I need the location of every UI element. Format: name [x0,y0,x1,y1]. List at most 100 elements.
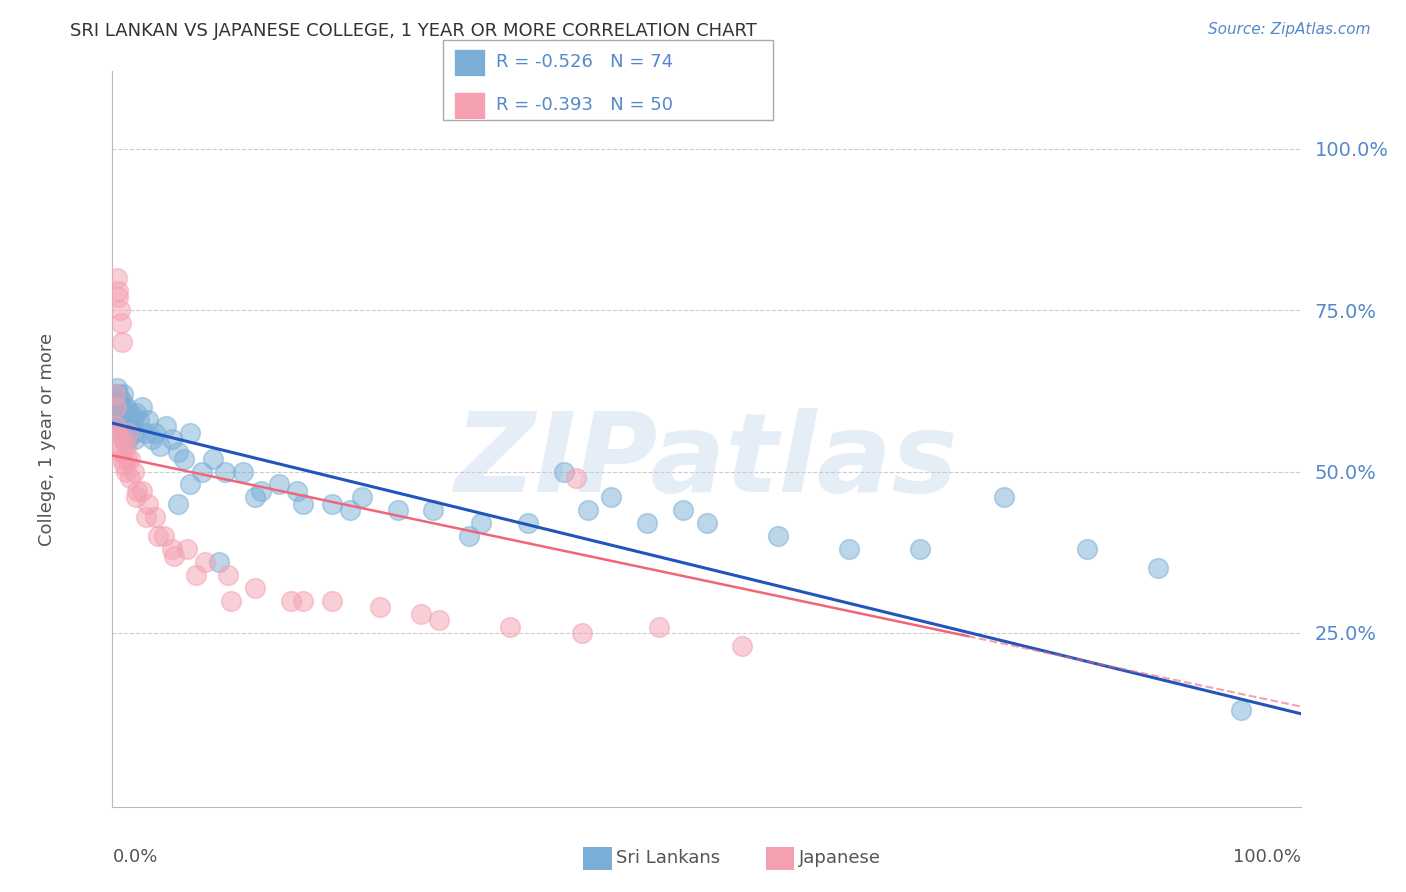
Point [565,471,588,485]
Point [120,471,142,485]
Point [114,465,136,479]
Point [636,516,658,531]
Point [217,567,239,582]
Point [179,477,201,491]
Point [143,425,166,440]
Point [131,483,153,498]
Point [993,491,1015,505]
Point [105,381,128,395]
Point [250,483,273,498]
Point [280,593,302,607]
Point [411,607,433,621]
Point [125,407,148,421]
Point [321,593,343,607]
Point [111,335,134,350]
Point [105,419,128,434]
Point [731,639,754,653]
Point [517,516,540,531]
Point [152,529,174,543]
Point [104,387,127,401]
Point [910,542,932,557]
Point [122,425,145,440]
Point [112,387,135,401]
Point [107,400,129,414]
Point [111,419,134,434]
Point [107,387,129,401]
Point [600,491,623,505]
Point [114,439,136,453]
Point [155,419,177,434]
Point [105,271,128,285]
Point [179,425,201,440]
Point [214,465,236,479]
Point [368,600,391,615]
Point [149,439,172,453]
Point [107,290,129,304]
Text: Source: ZipAtlas.com: Source: ZipAtlas.com [1208,22,1371,37]
Point [124,433,146,447]
Point [112,445,135,459]
Point [576,503,599,517]
Point [104,387,127,401]
Point [672,503,695,517]
Point [110,316,132,330]
Text: Japanese: Japanese [799,849,880,867]
Point [243,581,266,595]
Point [553,465,575,479]
Point [121,419,143,434]
Point [291,593,314,607]
Point [111,393,134,408]
Point [111,433,134,447]
Text: R = -0.526   N = 74: R = -0.526 N = 74 [496,54,673,71]
Point [105,393,128,408]
Point [173,451,195,466]
Point [120,407,142,421]
Point [176,542,198,557]
Point [166,497,188,511]
Point [117,433,139,447]
Point [571,626,593,640]
Point [422,503,444,517]
Point [160,433,183,447]
Point [112,413,135,427]
Point [285,483,308,498]
Point [696,516,718,531]
Point [108,303,131,318]
Point [470,516,492,531]
Point [163,549,186,563]
Text: R = -0.393   N = 50: R = -0.393 N = 50 [496,96,673,114]
Point [202,451,225,466]
Point [1147,561,1170,575]
Point [1076,542,1098,557]
Point [115,419,138,434]
Point [321,497,343,511]
Point [105,400,128,414]
Point [118,413,141,427]
Point [232,465,254,479]
Text: 0.0%: 0.0% [112,847,157,866]
Point [136,413,159,427]
Point [108,407,131,421]
Point [339,503,361,517]
Point [166,445,188,459]
Text: SRI LANKAN VS JAPANESE COLLEGE, 1 YEAR OR MORE CORRELATION CHART: SRI LANKAN VS JAPANESE COLLEGE, 1 YEAR O… [70,22,758,40]
Text: ZIPatlas: ZIPatlas [454,408,959,515]
Point [135,425,157,440]
Point [350,491,373,505]
Point [115,451,138,466]
Point [160,542,183,557]
Point [112,407,135,421]
Point [105,413,128,427]
Text: Sri Lankans: Sri Lankans [616,849,720,867]
Point [135,509,157,524]
Point [143,509,166,524]
Text: 100.0%: 100.0% [1233,847,1301,866]
Point [184,567,207,582]
Point [112,458,135,472]
Point [105,407,128,421]
Point [110,400,132,414]
Point [291,497,314,511]
Point [127,483,149,498]
Point [427,613,450,627]
Point [146,529,169,543]
